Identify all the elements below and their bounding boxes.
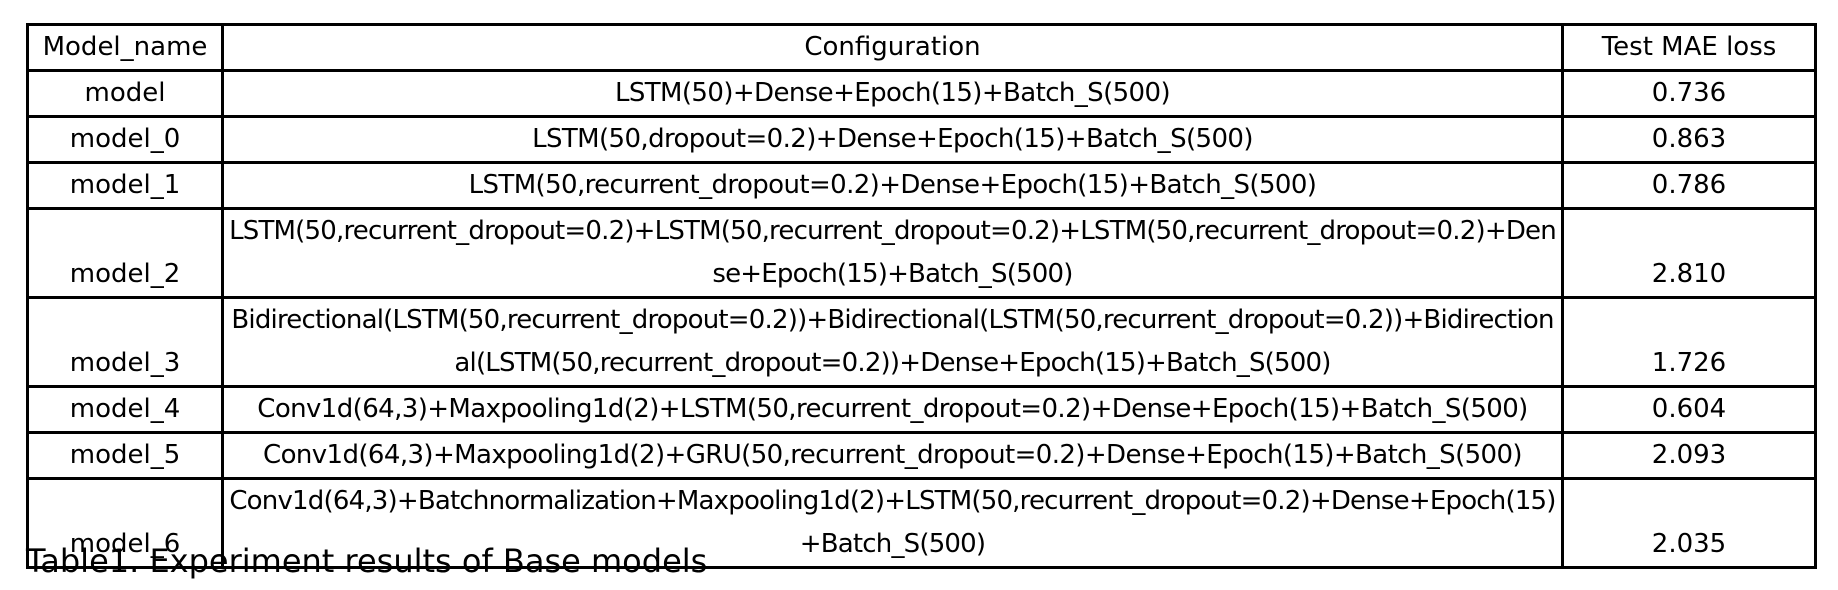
- table-row: model_5 Conv1d(64,3)+Maxpooling1d(2)+GRU…: [26, 431, 1817, 480]
- cell-test-mae-loss: 2.810: [1561, 207, 1817, 299]
- table-row: model_6 Conv1d(64,3)+Batchnormalization+…: [26, 477, 1817, 569]
- cell-configuration: LSTM(50,dropout=0.2)+Dense+Epoch(15)+Bat…: [221, 115, 1564, 164]
- header-configuration: Configuration: [221, 23, 1564, 72]
- cell-test-mae-loss: 1.726: [1561, 296, 1817, 388]
- header-model-name: Model_name: [26, 23, 224, 72]
- cell-test-mae-loss: 0.736: [1561, 69, 1817, 118]
- cell-configuration: LSTM(50,recurrent_dropout=0.2)+LSTM(50,r…: [221, 207, 1564, 299]
- cell-model-name: model_6: [26, 477, 224, 569]
- cell-configuration: LSTM(50,recurrent_dropout=0.2)+Dense+Epo…: [221, 161, 1564, 210]
- table-row: model_4 Conv1d(64,3)+Maxpooling1d(2)+LST…: [26, 385, 1817, 434]
- table-row: model_1 LSTM(50,recurrent_dropout=0.2)+D…: [26, 161, 1817, 210]
- table-caption: Table1. Experiment results of Base model…: [26, 542, 708, 580]
- cell-test-mae-loss: 0.604: [1561, 385, 1817, 434]
- table-row: model_3 Bidirectional(LSTM(50,recurrent_…: [26, 296, 1817, 388]
- cell-model-name: model_4: [26, 385, 224, 434]
- cell-test-mae-loss: 0.863: [1561, 115, 1817, 164]
- cell-test-mae-loss: 0.786: [1561, 161, 1817, 210]
- table-row: model_2 LSTM(50,recurrent_dropout=0.2)+L…: [26, 207, 1817, 299]
- cell-configuration: Conv1d(64,3)+Maxpooling1d(2)+LSTM(50,rec…: [221, 385, 1564, 434]
- cell-model-name: model_0: [26, 115, 224, 164]
- results-table: Model_name Configuration Test MAE loss m…: [26, 23, 1817, 569]
- table-header-row: Model_name Configuration Test MAE loss: [26, 23, 1817, 72]
- cell-configuration: Bidirectional(LSTM(50,recurrent_dropout=…: [221, 296, 1564, 388]
- cell-configuration: Conv1d(64,3)+Batchnormalization+Maxpooli…: [221, 477, 1564, 569]
- cell-model-name: model_2: [26, 207, 224, 299]
- cell-model-name: model_5: [26, 431, 224, 480]
- cell-model-name: model: [26, 69, 224, 118]
- table-row: model LSTM(50)+Dense+Epoch(15)+Batch_S(5…: [26, 69, 1817, 118]
- table-row: model_0 LSTM(50,dropout=0.2)+Dense+Epoch…: [26, 115, 1817, 164]
- cell-model-name: model_1: [26, 161, 224, 210]
- header-test-mae-loss: Test MAE loss: [1561, 23, 1817, 72]
- cell-configuration: Conv1d(64,3)+Maxpooling1d(2)+GRU(50,recu…: [221, 431, 1564, 480]
- cell-configuration: LSTM(50)+Dense+Epoch(15)+Batch_S(500): [221, 69, 1564, 118]
- cell-model-name: model_3: [26, 296, 224, 388]
- results-table-container: Model_name Configuration Test MAE loss m…: [26, 23, 1817, 569]
- cell-test-mae-loss: 2.093: [1561, 431, 1817, 480]
- cell-test-mae-loss: 2.035: [1561, 477, 1817, 569]
